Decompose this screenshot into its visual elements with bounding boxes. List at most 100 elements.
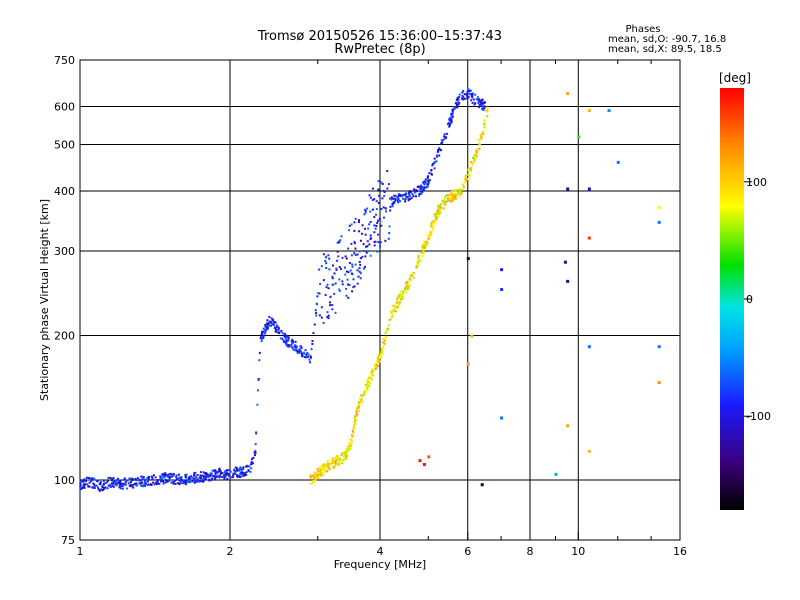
data-point	[353, 285, 356, 288]
x-tick-label: 6	[464, 545, 471, 558]
data-point	[326, 467, 329, 470]
data-point	[228, 474, 231, 477]
data-point	[405, 285, 408, 288]
data-point	[480, 483, 484, 487]
data-point	[203, 476, 206, 479]
data-point	[422, 188, 425, 191]
data-point	[404, 282, 407, 285]
data-point	[421, 247, 424, 250]
data-point	[370, 377, 373, 380]
data-point	[449, 200, 452, 203]
data-point	[352, 431, 355, 434]
data-point	[182, 482, 185, 485]
data-point	[473, 153, 476, 156]
data-point	[479, 134, 482, 137]
data-point	[184, 481, 187, 484]
data-point	[82, 484, 85, 487]
data-point	[395, 306, 398, 309]
data-point	[192, 477, 195, 480]
data-point	[161, 475, 164, 478]
data-point	[268, 315, 271, 318]
data-point	[257, 379, 260, 382]
data-point	[360, 399, 363, 402]
data-point	[199, 474, 202, 477]
data-point	[170, 481, 173, 484]
data-point	[326, 315, 329, 318]
data-point	[436, 216, 439, 219]
data-point	[144, 482, 147, 485]
data-point	[403, 193, 406, 196]
data-point	[341, 462, 344, 465]
data-point	[345, 456, 348, 459]
data-point	[347, 271, 350, 274]
data-point	[469, 89, 472, 92]
data-point	[375, 208, 378, 211]
data-point	[461, 95, 464, 98]
x-tick-label: 16	[673, 545, 687, 558]
data-point	[316, 303, 319, 306]
data-point	[408, 283, 411, 286]
data-point	[466, 94, 469, 97]
data-point	[425, 186, 428, 189]
data-point	[209, 475, 212, 478]
data-point	[415, 266, 418, 269]
data-point	[440, 143, 443, 146]
data-point	[275, 324, 278, 327]
data-point	[473, 103, 476, 106]
data-point	[210, 472, 213, 475]
data-point	[471, 163, 474, 166]
data-point	[375, 213, 378, 216]
data-point	[158, 482, 161, 485]
data-point	[456, 97, 459, 100]
data-point	[171, 481, 174, 484]
data-point	[431, 230, 434, 233]
data-point	[131, 479, 134, 482]
data-point	[421, 245, 424, 248]
data-point	[366, 207, 369, 210]
data-point	[354, 217, 357, 220]
data-point	[331, 304, 334, 307]
data-point	[92, 477, 95, 480]
data-point	[478, 98, 481, 101]
data-point	[416, 186, 419, 189]
data-point	[262, 330, 265, 333]
data-point	[343, 451, 346, 454]
data-point	[427, 181, 430, 184]
data-point	[316, 470, 319, 473]
data-point	[365, 385, 368, 388]
data-point	[336, 463, 339, 466]
data-point	[450, 121, 453, 124]
data-point	[373, 231, 376, 234]
data-point	[277, 328, 280, 331]
data-point	[326, 283, 329, 286]
data-point	[335, 267, 338, 270]
data-point	[101, 488, 104, 491]
data-point	[481, 132, 484, 135]
data-point	[445, 136, 448, 139]
data-point	[274, 330, 277, 333]
data-point	[179, 476, 182, 479]
data-point	[481, 98, 484, 101]
data-point	[327, 317, 330, 320]
data-point	[166, 475, 169, 478]
data-point	[411, 274, 414, 277]
data-point	[184, 475, 187, 478]
data-point	[427, 455, 431, 459]
data-point	[433, 213, 436, 216]
data-point	[350, 272, 353, 275]
data-point	[181, 480, 184, 483]
data-point	[188, 478, 191, 481]
data-point	[291, 346, 294, 349]
y-tick-label: 600	[54, 101, 75, 114]
data-point	[356, 407, 359, 410]
data-point	[369, 372, 372, 375]
data-point	[371, 208, 374, 211]
data-point	[352, 427, 355, 430]
data-point	[422, 181, 425, 184]
data-point	[431, 227, 434, 230]
data-point	[400, 293, 403, 296]
data-point	[364, 391, 367, 394]
data-point	[129, 485, 132, 488]
data-point	[98, 482, 101, 485]
data-point	[149, 483, 152, 486]
